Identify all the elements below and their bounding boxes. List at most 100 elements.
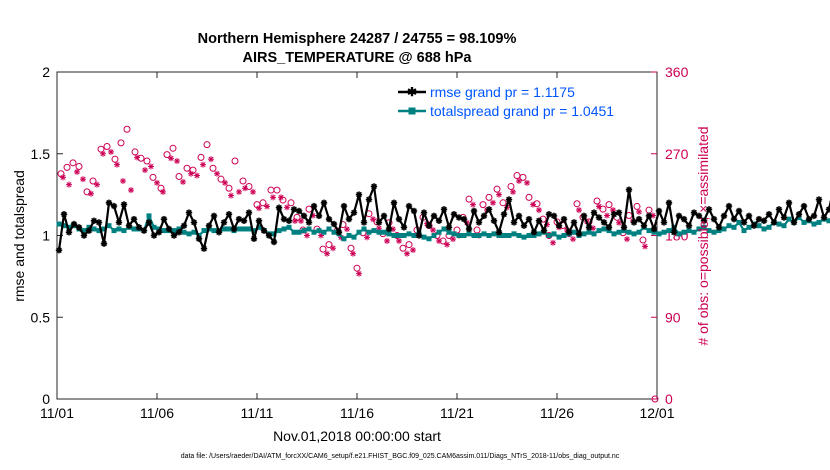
totalspread-point bbox=[801, 219, 807, 225]
rmse-point-stroke bbox=[456, 214, 462, 221]
rmse-point bbox=[455, 214, 463, 221]
obs-possible-marker bbox=[325, 241, 333, 249]
totalspread-point bbox=[716, 228, 722, 234]
totalspread-point bbox=[221, 226, 227, 232]
rmse-point bbox=[720, 212, 728, 220]
rmse-point bbox=[490, 217, 498, 224]
obs-assimilated-marker bbox=[536, 207, 542, 214]
obs-possible-marker bbox=[123, 125, 131, 133]
rmse-point bbox=[450, 211, 458, 218]
totalspread-point bbox=[546, 233, 552, 238]
obs-assimilated-stroke bbox=[436, 238, 442, 244]
x-tick-label: 11/16 bbox=[340, 405, 374, 421]
rmse-point-stroke bbox=[696, 213, 702, 219]
rmse-point bbox=[800, 202, 808, 210]
totalspread-point bbox=[781, 223, 787, 229]
rmse-point-stroke bbox=[596, 214, 602, 221]
obs-assimilated-marker bbox=[80, 176, 86, 183]
obs-assimilated-marker bbox=[516, 178, 522, 184]
totalspread-point bbox=[696, 226, 702, 232]
totalspread-point bbox=[361, 226, 367, 232]
totalspread-point bbox=[81, 228, 87, 234]
totalspread-point bbox=[476, 233, 482, 238]
totalspread-point bbox=[441, 226, 447, 232]
totalspread-point bbox=[256, 224, 262, 230]
totalspread-point bbox=[106, 223, 112, 229]
rmse-point bbox=[90, 217, 98, 224]
rmse-point bbox=[570, 219, 578, 226]
rmse-point-stroke bbox=[521, 222, 527, 229]
obs-assimilated-stroke bbox=[590, 225, 596, 231]
totalspread-point bbox=[56, 221, 62, 227]
rmse-point-stroke bbox=[401, 224, 407, 231]
totalspread-point bbox=[421, 234, 427, 240]
rmse-point bbox=[825, 206, 830, 213]
obs-assimilated-stroke bbox=[100, 151, 106, 157]
rmse-point-stroke bbox=[181, 222, 187, 229]
obs-assimilated-stroke bbox=[350, 251, 356, 257]
totalspread-point bbox=[171, 228, 177, 234]
rmse-point-stroke bbox=[511, 219, 517, 226]
totalspread-point bbox=[386, 231, 392, 237]
totalspread-point bbox=[721, 226, 727, 232]
totalspread-point bbox=[521, 234, 527, 240]
obs-assimilated-stroke bbox=[256, 205, 262, 211]
rmse-point-stroke bbox=[146, 219, 152, 226]
rmse-point-stroke bbox=[791, 219, 797, 226]
obs-possible-marker bbox=[57, 170, 65, 178]
totalspread-point bbox=[391, 233, 397, 238]
rmse-point bbox=[725, 202, 733, 210]
rmse-point bbox=[530, 229, 538, 236]
obs-assimilated-stroke bbox=[174, 158, 180, 164]
rmse-point bbox=[635, 215, 643, 223]
obs-possible-marker bbox=[111, 155, 119, 163]
totalspread-point bbox=[236, 226, 242, 232]
rmse-point bbox=[185, 209, 193, 216]
rmse-point bbox=[775, 206, 783, 213]
rmse-point bbox=[685, 222, 693, 229]
totalspread-point bbox=[536, 231, 542, 237]
obs-assimilated-marker bbox=[242, 185, 248, 192]
totalspread-point bbox=[766, 224, 772, 230]
rmse-point-stroke bbox=[506, 196, 512, 203]
rmse-point bbox=[395, 215, 403, 223]
obs-possible-marker bbox=[231, 157, 239, 165]
rmse-point-stroke bbox=[746, 213, 752, 219]
totalspread-point bbox=[246, 226, 252, 232]
rmse-point-stroke bbox=[766, 211, 772, 218]
totalspread-point bbox=[186, 231, 192, 237]
rmse-point-stroke bbox=[651, 226, 657, 232]
totalspread-point bbox=[686, 228, 692, 234]
totalspread-point bbox=[811, 221, 817, 227]
rmse-point bbox=[585, 224, 593, 231]
rmse-point bbox=[290, 206, 298, 213]
rmse-point bbox=[215, 229, 223, 236]
rmse-point bbox=[460, 215, 468, 223]
totalspread-point bbox=[636, 229, 642, 235]
rmse-point bbox=[430, 212, 438, 220]
rmse-point bbox=[425, 222, 433, 229]
rmse-point-stroke bbox=[441, 206, 447, 213]
obs-assimilated-stroke bbox=[278, 194, 284, 200]
rmse-point bbox=[110, 202, 118, 210]
totalspread-point bbox=[601, 226, 607, 232]
rmse-point-stroke bbox=[331, 221, 337, 227]
rmse-point bbox=[315, 212, 323, 220]
chart-title-line-1: Northern Hemisphere 24287 / 24755 = 98.1… bbox=[198, 31, 517, 47]
rmse-point-stroke bbox=[536, 217, 542, 224]
obs-assimilated-stroke bbox=[376, 225, 382, 231]
rmse-point bbox=[140, 227, 148, 234]
obs-assimilated-stroke bbox=[142, 167, 148, 173]
rmse-point bbox=[555, 222, 563, 229]
obs-assimilated-marker bbox=[470, 201, 476, 208]
obs-assimilated-marker bbox=[160, 188, 166, 195]
rmse-point bbox=[120, 201, 128, 208]
totalspread-point bbox=[381, 229, 387, 235]
obs-possible-marker bbox=[169, 144, 177, 152]
rmse-point-stroke bbox=[821, 214, 827, 221]
rmse-point-stroke bbox=[61, 211, 67, 218]
rmse-point bbox=[470, 207, 478, 215]
totalspread-point bbox=[736, 219, 742, 225]
obs-assimilated-marker bbox=[524, 179, 530, 186]
obs-assimilated-marker bbox=[370, 216, 376, 223]
